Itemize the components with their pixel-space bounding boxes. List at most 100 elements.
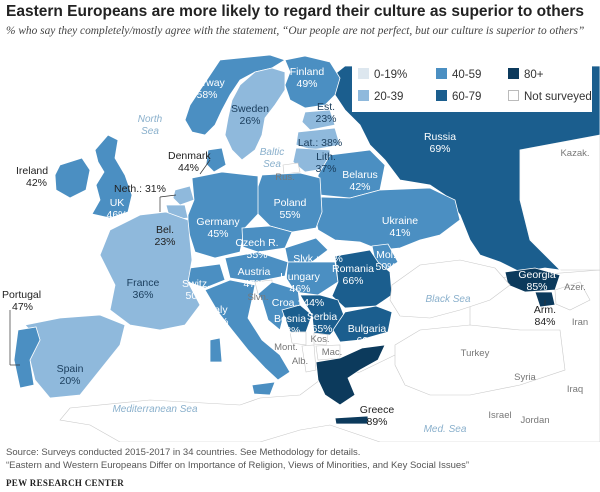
legend-item-40-59: 40-59 bbox=[436, 68, 481, 81]
country-name: Serbia bbox=[307, 311, 338, 323]
country-label: Slvk.: 44% bbox=[293, 253, 343, 265]
country-value: 23% bbox=[154, 236, 175, 248]
legend-swatch bbox=[436, 90, 447, 101]
country-value: 58% bbox=[196, 89, 217, 101]
country-name: Bel. bbox=[156, 224, 174, 236]
report-title: “Eastern and Western Europeans Differ on… bbox=[6, 460, 470, 471]
region-uk bbox=[91, 134, 133, 219]
country-name: Est. bbox=[317, 101, 335, 113]
legend-label: 60-79 bbox=[452, 91, 482, 103]
sea-label: Med. Sea bbox=[424, 424, 467, 435]
country-value: 47% bbox=[243, 278, 264, 290]
country-label: Lat.: 38% bbox=[298, 137, 342, 149]
country-name: Denmark bbox=[168, 150, 211, 162]
place-label: Azer. bbox=[564, 282, 586, 293]
legend-swatch bbox=[508, 90, 519, 101]
region-kaliningrad bbox=[282, 162, 301, 175]
region-estonia bbox=[301, 109, 336, 131]
region-lithuania bbox=[292, 147, 331, 173]
sea-label: North bbox=[138, 114, 163, 125]
region-netherlands bbox=[172, 185, 195, 206]
country-value: 44% bbox=[178, 162, 199, 174]
region-armenia bbox=[534, 291, 556, 308]
region-russia bbox=[329, 65, 600, 273]
country-name: Portugal bbox=[2, 289, 41, 301]
place-label: Jordan bbox=[520, 415, 549, 426]
legend-swatch bbox=[358, 90, 369, 101]
country-name: Switz. bbox=[182, 278, 210, 290]
country-value: 69% bbox=[356, 335, 377, 347]
country-value: 55% bbox=[279, 209, 300, 221]
country-value: 50% bbox=[185, 290, 206, 302]
country-value: 50% bbox=[375, 261, 396, 273]
region-crete bbox=[334, 415, 369, 425]
place-label: Mont. bbox=[274, 342, 298, 353]
land-not-surveyed bbox=[59, 269, 600, 442]
country-name: Mol. bbox=[376, 249, 396, 261]
sea-label: Sea bbox=[141, 126, 159, 137]
place-label: Syria bbox=[514, 372, 536, 383]
legend-item-20-39: 20-39 bbox=[358, 90, 403, 103]
country-value: 20% bbox=[59, 375, 80, 387]
region-sicily bbox=[251, 381, 276, 396]
sea-label: Baltic bbox=[260, 147, 284, 158]
country-value: 46% bbox=[289, 283, 310, 295]
country-name: Ireland bbox=[16, 165, 48, 177]
legend-item-80-plus: 80+ bbox=[508, 68, 544, 81]
place-label: Israel bbox=[488, 410, 511, 421]
region-montenegro bbox=[289, 331, 307, 346]
legend-label: 80+ bbox=[524, 69, 544, 81]
country-name: Finland bbox=[290, 66, 325, 78]
place-label: Turkey bbox=[461, 348, 490, 359]
country-value: 84% bbox=[534, 316, 555, 328]
country-name: Austria bbox=[238, 266, 271, 278]
place-label: Mac. bbox=[322, 347, 343, 358]
country-value: 37% bbox=[315, 163, 336, 175]
country-name: UK bbox=[110, 197, 125, 209]
country-name: Italy bbox=[208, 304, 228, 316]
europe-map: Finland49%Norway58%Sweden26%Est.23%Lat.:… bbox=[0, 52, 600, 442]
country-value: 89% bbox=[366, 416, 387, 428]
legend-item-60-79: 60-79 bbox=[436, 90, 481, 103]
region-hungary bbox=[285, 261, 339, 296]
country-name: Germany bbox=[196, 216, 240, 228]
legend-label: Not surveyed bbox=[524, 91, 592, 103]
country-value: 68% bbox=[279, 325, 300, 337]
region-bosnia bbox=[281, 304, 313, 333]
region-norway bbox=[184, 54, 286, 136]
country-value: 26% bbox=[239, 115, 260, 127]
country-value: 85% bbox=[526, 281, 547, 293]
country-name: Sweden bbox=[231, 103, 269, 115]
country-name: Georgia bbox=[518, 269, 556, 281]
country-value: 23% bbox=[315, 113, 336, 125]
place-label: Iran bbox=[572, 317, 588, 328]
region-sardinia bbox=[209, 337, 223, 363]
country-label: Neth.: 31% bbox=[114, 183, 166, 195]
region-denmark bbox=[205, 147, 227, 173]
country-name: Bosnia bbox=[274, 313, 306, 325]
country-value: 47% bbox=[207, 316, 228, 328]
country-name: Arm. bbox=[534, 304, 556, 316]
land-turkey bbox=[394, 324, 566, 396]
country-name: Belarus bbox=[342, 169, 378, 181]
legend-label: 0-19% bbox=[374, 69, 408, 81]
chart-title: Eastern Europeans are more likely to reg… bbox=[6, 3, 584, 20]
legend: 0-19% 40-59 80+ 20-39 60-79 Not surveyed bbox=[352, 60, 592, 112]
country-value: 49% bbox=[296, 78, 317, 90]
country-name: Russia bbox=[424, 131, 456, 143]
country-value: 46% bbox=[106, 209, 127, 221]
org-name: PEW RESEARCH CENTER bbox=[6, 478, 125, 488]
region-finland bbox=[284, 55, 341, 109]
region-austria bbox=[224, 251, 289, 283]
place-label: Kazak. bbox=[560, 148, 589, 159]
sea-label: Sea bbox=[263, 159, 281, 170]
place-label: Iraq bbox=[567, 384, 583, 395]
country-name: France bbox=[127, 277, 160, 289]
region-bulgaria bbox=[332, 305, 393, 343]
other-labels: Kazak. Rus. Slvn. Mont. Kos. Mac. Alb. Turkey Az… bbox=[247, 148, 589, 426]
legend-swatch bbox=[436, 68, 447, 79]
country-name: Spain bbox=[57, 363, 84, 375]
legend-item-not-surveyed: Not surveyed bbox=[508, 90, 592, 103]
region-ukraine bbox=[313, 187, 461, 251]
